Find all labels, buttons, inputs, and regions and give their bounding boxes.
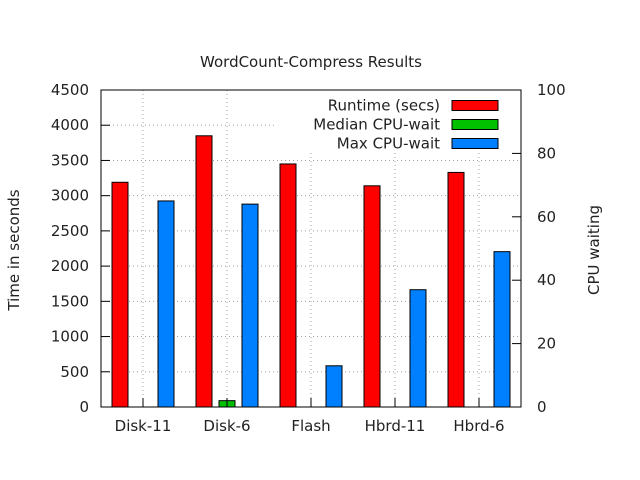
bar (447, 171, 465, 408)
bar (409, 289, 427, 408)
y2-tick-label: 60 (537, 208, 556, 226)
bar (157, 200, 175, 408)
plot-frame (100, 89, 522, 408)
y-tick-label: 4000 (51, 116, 89, 134)
x-tick-label: Disk-11 (115, 417, 172, 435)
y2-tick-label: 80 (537, 144, 556, 162)
legend-label: Max CPU-wait (337, 135, 440, 153)
legend-swatch (451, 138, 499, 149)
y-tick-label: 2000 (51, 257, 89, 275)
y2-tick-label: 40 (537, 271, 556, 289)
chart-title: WordCount-Compress Results (200, 53, 422, 71)
y-tick-label: 500 (60, 363, 89, 381)
y-tick-label: 0 (79, 398, 89, 416)
y-tick-label: 1000 (51, 328, 89, 346)
y2-tick-label: 0 (537, 398, 547, 416)
x-tick-label: Hbrd-11 (365, 417, 426, 435)
bar (325, 365, 343, 408)
bar (241, 203, 259, 408)
legend-swatch (451, 100, 499, 111)
legend-swatch (451, 119, 499, 130)
y-tick-label: 2500 (51, 222, 89, 240)
grid (101, 90, 521, 407)
y2-axis-label: CPU waiting (585, 205, 603, 295)
legend-label: Runtime (secs) (328, 97, 440, 115)
y2-tick-label: 100 (537, 81, 566, 99)
bar (111, 181, 129, 408)
y-tick-label: 3000 (51, 187, 89, 205)
y-tick-label: 3500 (51, 151, 89, 169)
bar (195, 135, 213, 408)
bars (111, 135, 511, 408)
y-tick-label: 4500 (51, 81, 89, 99)
legend-label: Median CPU-wait (313, 116, 440, 134)
x-tick-label: Flash (291, 417, 330, 435)
bar (363, 185, 381, 408)
y-axis-label: Time in seconds (5, 189, 23, 311)
bar (493, 251, 511, 408)
y-tick-label: 1500 (51, 292, 89, 310)
x-tick-label: Disk-6 (203, 417, 250, 435)
y2-tick-label: 20 (537, 335, 556, 353)
x-tick-label: Hbrd-6 (453, 417, 504, 435)
bar (279, 163, 297, 408)
axis-ticks: 0 500 1000 1500 2000 2500 3000 3500 4000 4500 0 20 4… (51, 81, 566, 435)
